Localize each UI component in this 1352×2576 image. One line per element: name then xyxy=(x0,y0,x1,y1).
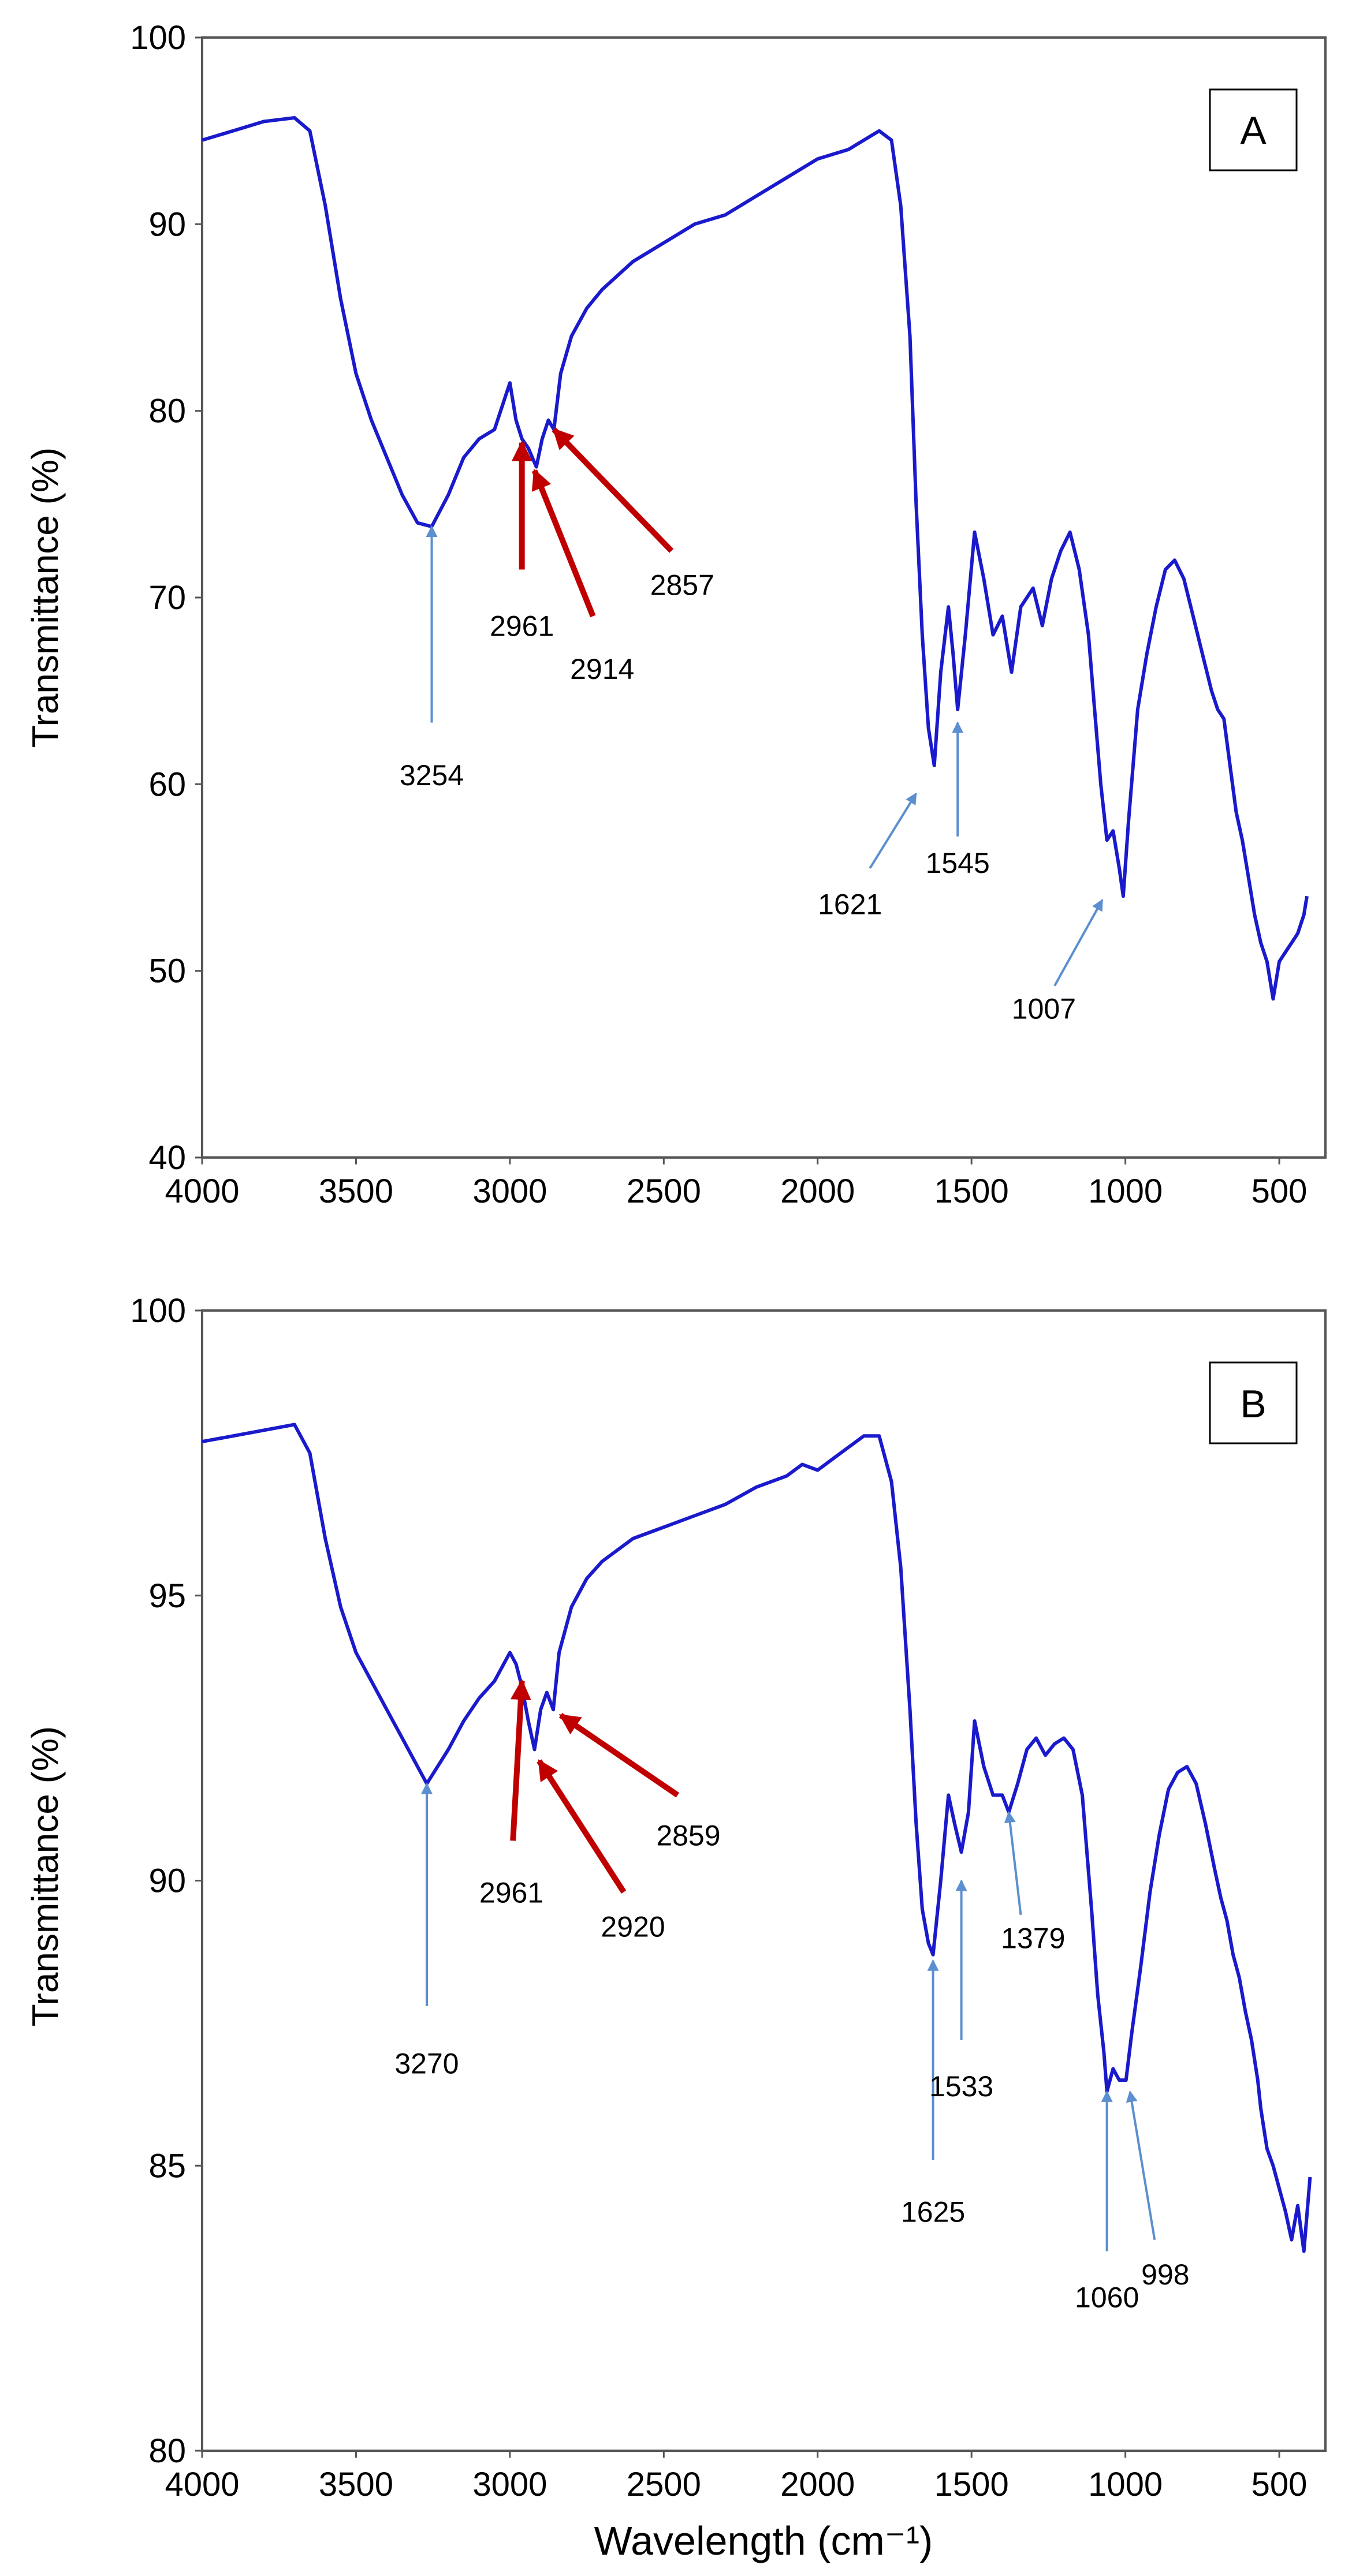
panel-a-x-ticks: 4000 3500 3000 2500 2000 1500 1000 500 xyxy=(165,1158,1307,1210)
panel-b-y-axis-label: Transmittance (%) xyxy=(24,1726,66,2026)
panel-a-y-tick-label: 60 xyxy=(148,766,186,803)
panel-a-peak-arrow-1621 xyxy=(869,792,917,869)
panel-a-y-tick-label: 40 xyxy=(148,1139,186,1177)
panel-a-y-tick-label: 80 xyxy=(148,393,186,430)
panel-a-peak-arrow-2914 xyxy=(531,468,596,618)
panel-b-x-tick-label: 4000 xyxy=(165,2466,239,2503)
panel-a-label: A xyxy=(1240,109,1267,152)
panel-a-x-tick-label: 2000 xyxy=(780,1173,855,1210)
panel-a-peak-arrow-1007 xyxy=(1053,899,1104,987)
panel-b-x-ticks: 4000 3500 3000 2500 2000 1500 1000 500 xyxy=(165,2451,1307,2503)
panel-a-label-box xyxy=(1209,88,1298,171)
panel-b-peak-label-998: 998 xyxy=(1141,2258,1189,2291)
panel-b-peak-label-1625: 1625 xyxy=(901,2196,965,2228)
x-axis-label: Wavelength (cm⁻¹) xyxy=(594,2518,933,2563)
panel-b-peak-label-3270: 3270 xyxy=(394,2048,459,2080)
panel-a-y-axis-label: Transmittance (%) xyxy=(24,447,66,748)
panel-b-x-tick-label: 2000 xyxy=(780,2466,855,2503)
panel-b-peak-arrow-2859 xyxy=(558,1712,680,1798)
panel-b-peak-label-2961: 2961 xyxy=(479,1876,543,1909)
panel-b-peak-label-1379: 1379 xyxy=(1001,1922,1065,1954)
panel-a-peak-arrow-2857 xyxy=(552,427,674,553)
panel-a-peak-label-1545: 1545 xyxy=(926,847,990,879)
panel-a-peak-label-1621: 1621 xyxy=(818,888,882,920)
panel-a-peak-label-2914: 2914 xyxy=(570,653,634,685)
panel-a-spectrum-line xyxy=(202,116,1309,1001)
panel-b-x-tick-label: 3500 xyxy=(319,2466,393,2503)
panel-a-series xyxy=(202,116,1309,1001)
panel-b-peak-label-2859: 2859 xyxy=(656,1820,720,1852)
panel-a-y-tick-label: 70 xyxy=(148,579,186,617)
panel-a-peak-label-1007: 1007 xyxy=(1012,992,1076,1025)
panel-a-y-ticks: 40 50 60 70 80 90 100 xyxy=(130,19,202,1177)
panel-b-y-tick-label: 80 xyxy=(148,2432,186,2470)
panel-a-x-tick-label: 3500 xyxy=(319,1173,393,1210)
panel-a-x-tick-label: 3000 xyxy=(472,1173,547,1210)
panel-b-peak-label-2920: 2920 xyxy=(601,1911,665,1943)
panel-b-peak-arrow-1379 xyxy=(1004,1811,1022,1915)
panel-b-label: B xyxy=(1240,1382,1266,1426)
panel-b-spectrum-line xyxy=(202,1423,1312,2253)
panel-b-x-tick-label: 3000 xyxy=(472,2466,547,2503)
panel-a: 40 50 60 70 80 90 100 4000 3500 3000 2500 2000 1500… xyxy=(24,19,1327,1210)
panel-a-x-tick-label: 4000 xyxy=(165,1173,239,1210)
panel-b-peak-arrow-998 xyxy=(1126,2090,1156,2240)
panel-b: 80 85 90 95 100 4000 3500 3000 2500 2000 1500 1000… xyxy=(24,1292,1327,2563)
panel-b-x-tick-label: 2500 xyxy=(627,2466,701,2503)
panel-b-y-ticks: 80 85 90 95 100 xyxy=(130,1292,202,2470)
panel-b-peak-arrow-2961 xyxy=(510,1679,531,1841)
panel-b-peak-label-1060: 1060 xyxy=(1075,2281,1139,2313)
panel-b-y-tick-label: 90 xyxy=(148,1862,186,1900)
panel-b-x-tick-label: 1500 xyxy=(934,2466,1009,2503)
panel-a-peak-label-2857: 2857 xyxy=(650,569,714,601)
panel-b-y-tick-label: 85 xyxy=(148,2147,186,2185)
panel-b-series xyxy=(202,1423,1312,2253)
panel-a-annotations: 3254 2961 2914 2857 1621 1545 1007 xyxy=(400,427,1104,1025)
panel-b-label-box xyxy=(1209,1361,1298,1444)
panel-a-x-tick-label: 1000 xyxy=(1088,1173,1163,1210)
panel-a-x-tick-label: 500 xyxy=(1252,1173,1308,1210)
panel-b-x-tick-label: 1000 xyxy=(1088,2466,1163,2503)
panel-a-y-tick-label: 100 xyxy=(130,19,186,57)
panel-a-y-tick-label: 90 xyxy=(148,206,186,243)
panel-a-x-tick-label: 1500 xyxy=(934,1173,1009,1210)
panel-a-peak-label-3254: 3254 xyxy=(400,759,464,792)
panel-b-peak-label-1533: 1533 xyxy=(929,2070,993,2103)
panel-b-y-tick-label: 100 xyxy=(130,1292,186,1330)
panel-b-y-tick-label: 95 xyxy=(148,1577,186,1615)
panel-b-x-tick-label: 500 xyxy=(1252,2466,1308,2503)
panel-a-peak-label-2961: 2961 xyxy=(490,610,554,643)
panel-b-peak-arrow-2920 xyxy=(537,1759,627,1894)
panel-a-y-tick-label: 50 xyxy=(148,953,186,990)
panel-a-x-tick-label: 2500 xyxy=(627,1173,701,1210)
